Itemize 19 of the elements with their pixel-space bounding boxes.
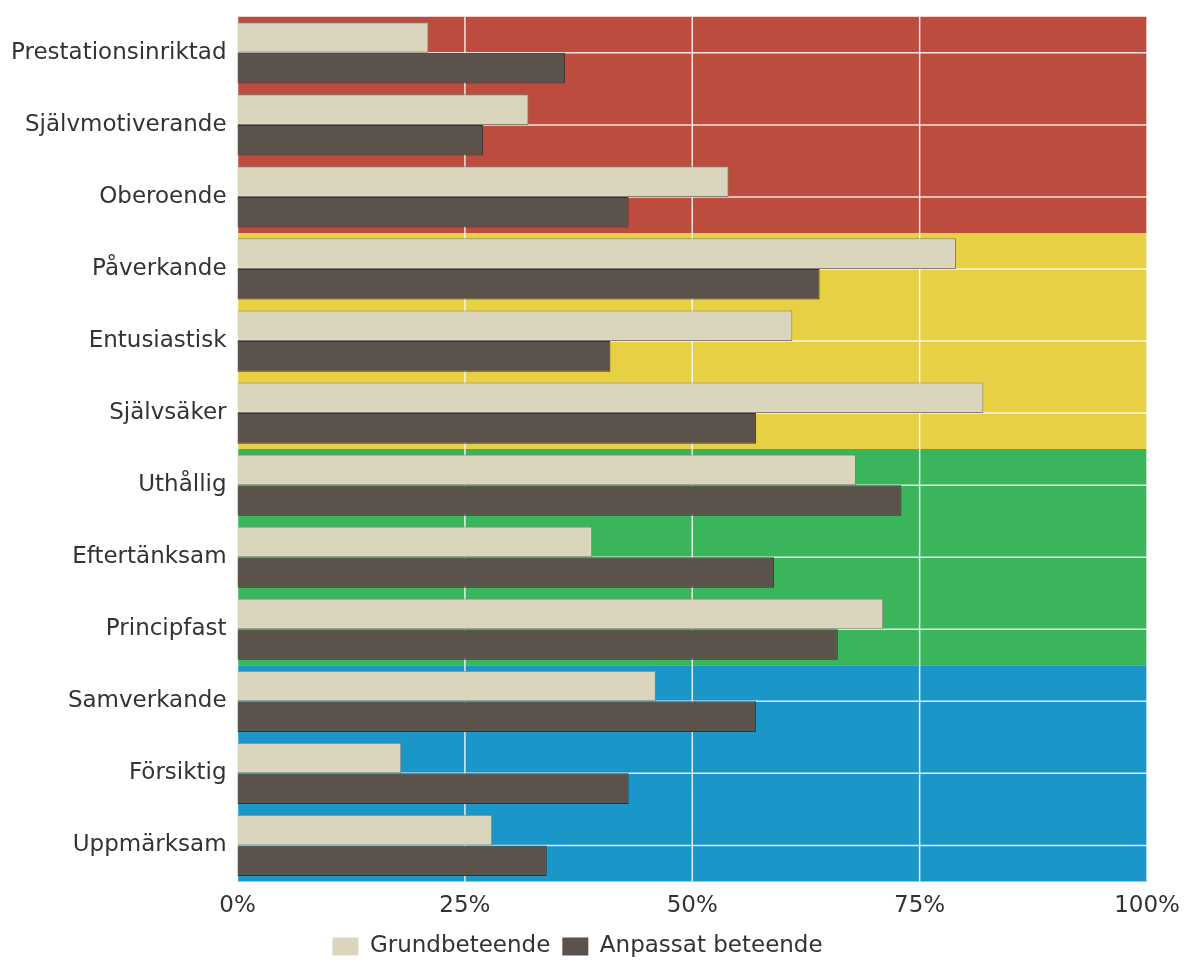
x-tick-label: 50% bbox=[666, 891, 718, 918]
y-tick-label: Försiktig bbox=[128, 758, 227, 785]
y-tick-label: Oberoende bbox=[99, 181, 227, 208]
y-tick-label: Självmotiverande bbox=[24, 109, 227, 136]
y-tick-label: Uppmärksam bbox=[72, 830, 227, 857]
y-tick-label: Självsäker bbox=[109, 398, 228, 425]
x-tick-label: 75% bbox=[894, 891, 946, 918]
x-tick-label: 0% bbox=[219, 891, 256, 918]
y-tick-label: Principfast bbox=[105, 614, 227, 641]
legend-label: Grundbeteende bbox=[369, 931, 551, 958]
x-tick-label: 100% bbox=[1114, 891, 1180, 918]
y-tick-label: Entusiastisk bbox=[88, 325, 228, 352]
y-tick-label: Påverkande bbox=[92, 252, 227, 280]
y-tick-label: Uthållig bbox=[138, 469, 227, 497]
y-tick-label: Samverkande bbox=[67, 686, 227, 713]
x-tick-label: 25% bbox=[439, 891, 491, 918]
y-tick-label: Prestationsinriktad bbox=[11, 37, 227, 64]
legend-label: Anpassat beteende bbox=[599, 931, 823, 958]
y-tick-label: Eftertänksam bbox=[72, 542, 227, 569]
